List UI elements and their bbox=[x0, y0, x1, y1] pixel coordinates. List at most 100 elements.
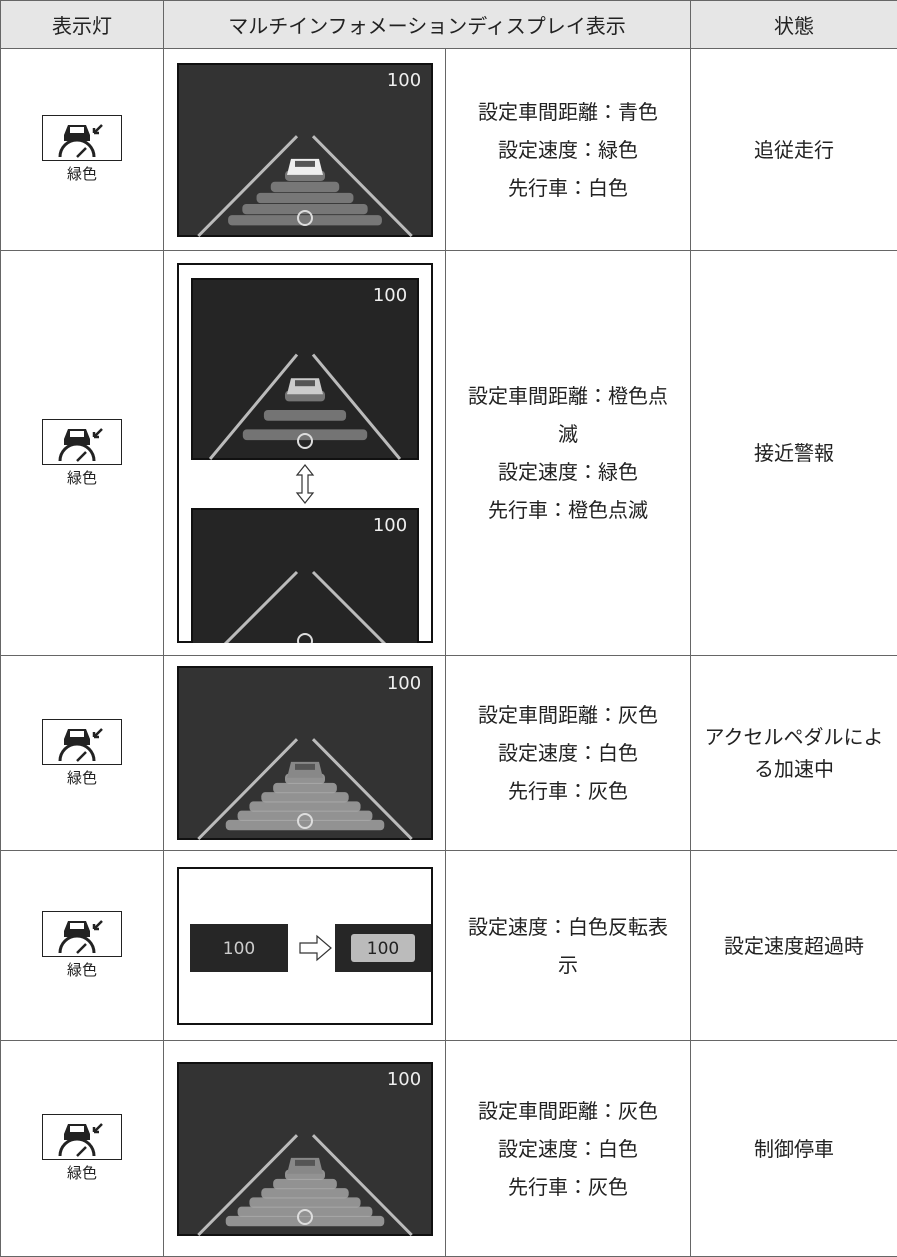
lane-bar bbox=[256, 192, 353, 202]
lane-bar bbox=[273, 1178, 337, 1188]
display-image: 100 100 bbox=[177, 867, 433, 1025]
display-image: 100 100 bbox=[177, 263, 433, 643]
header-cell: 表示灯 bbox=[1, 1, 164, 49]
state-cell: 追従走行 bbox=[691, 49, 897, 251]
speed-value: 100 bbox=[366, 939, 398, 959]
car-window bbox=[295, 1159, 315, 1165]
description-cell: 設定車間距離：灰色設定速度：白色先行車：灰色 bbox=[446, 1041, 691, 1257]
display-image: 100 bbox=[177, 1062, 433, 1236]
indicator-cell: 緑色 bbox=[1, 49, 164, 251]
lane-bar bbox=[249, 1197, 360, 1207]
indicator-cell: 緑色 bbox=[1, 851, 164, 1041]
description-line: 設定車間距離：橙色点滅 bbox=[468, 377, 668, 453]
display-image: 100 bbox=[177, 63, 433, 237]
state-cell: アクセルペダルによる加速中 bbox=[691, 656, 897, 851]
header-cell: 状態 bbox=[691, 1, 897, 49]
state-cell: 設定速度超過時 bbox=[691, 851, 897, 1041]
indicator: 緑色 bbox=[42, 1114, 122, 1183]
indicator-color: 緑色 bbox=[42, 959, 122, 980]
indicator-icon bbox=[42, 1114, 122, 1160]
header-row: 表示灯 マルチインフォメーションディスプレイ表示 状態 bbox=[1, 1, 897, 49]
lane-bar bbox=[237, 1206, 372, 1216]
lane-bar bbox=[261, 1188, 348, 1198]
speed-value: 100 bbox=[372, 285, 406, 306]
indicator-icon bbox=[42, 911, 122, 957]
description-line: 設定速度：白色 bbox=[468, 734, 668, 772]
indicator-icon bbox=[42, 115, 122, 161]
description-line: 先行車：灰色 bbox=[468, 772, 668, 810]
lane-bar bbox=[249, 801, 360, 811]
car-window bbox=[295, 380, 315, 386]
indicator-cell: 緑色 bbox=[1, 1041, 164, 1257]
table-row: 緑色 100 設定車間距離：灰色設定速度：白色先行車：灰色制御停車 bbox=[1, 1041, 897, 1257]
display-cell: 100 bbox=[164, 49, 446, 251]
lane-bar bbox=[242, 203, 367, 213]
icon-window bbox=[70, 731, 84, 737]
lane-bar bbox=[237, 811, 372, 821]
indicator-icon bbox=[42, 719, 122, 765]
indicator: 緑色 bbox=[42, 115, 122, 184]
display-image: 100 bbox=[177, 666, 433, 840]
display-cell: 100 bbox=[164, 1041, 446, 1257]
speed-value: 100 bbox=[386, 1069, 420, 1090]
speed-value: 100 bbox=[386, 673, 420, 694]
description-line: 設定車間距離：青色 bbox=[468, 93, 668, 131]
indicator-color: 緑色 bbox=[42, 467, 122, 488]
description-line: 設定速度：緑色 bbox=[468, 131, 668, 169]
indicator-color: 緑色 bbox=[42, 1162, 122, 1183]
description-cell: 設定車間距離：青色設定速度：緑色先行車：白色 bbox=[446, 49, 691, 251]
state-cell: 制御停車 bbox=[691, 1041, 897, 1257]
icon-window bbox=[70, 1126, 84, 1132]
speed-value: 100 bbox=[222, 939, 254, 959]
table-row: 緑色 100 100 設定速度：白色反転表示設定速度超過時 bbox=[1, 851, 897, 1041]
icon-window bbox=[70, 431, 84, 437]
description-line: 先行車：白色 bbox=[468, 169, 668, 207]
description-line: 設定車間距離：灰色 bbox=[468, 696, 668, 734]
header-cell: マルチインフォメーションディスプレイ表示 bbox=[164, 1, 691, 49]
icon-window bbox=[70, 923, 84, 929]
indicator: 緑色 bbox=[42, 419, 122, 488]
lane-bar bbox=[261, 792, 348, 802]
indicator-icon bbox=[42, 419, 122, 465]
display-screen: 100 bbox=[192, 509, 418, 643]
lane-bar bbox=[273, 783, 337, 793]
description-line: 設定速度：白色 bbox=[468, 1130, 668, 1168]
indicator-cell: 緑色 bbox=[1, 251, 164, 656]
table-row: 緑色 100 設定車間距離：青色設定速度：緑色先行車：白色追従走行 bbox=[1, 49, 897, 251]
lane-bar bbox=[228, 215, 382, 225]
display-screen: 100 bbox=[178, 667, 432, 839]
display-cell: 100 100 bbox=[164, 851, 446, 1041]
description-line: 設定車間距離：灰色 bbox=[468, 1092, 668, 1130]
lane-bar bbox=[270, 181, 338, 191]
lane-bar bbox=[263, 410, 345, 421]
description-line: 先行車：橙色点滅 bbox=[468, 491, 668, 529]
car-window bbox=[295, 764, 315, 770]
description-cell: 設定速度：白色反転表示 bbox=[446, 851, 691, 1041]
indicator-color: 緑色 bbox=[42, 163, 122, 184]
display-cell: 100 100 bbox=[164, 251, 446, 656]
display-screen: 100 bbox=[178, 1063, 432, 1235]
display-cell: 100 bbox=[164, 656, 446, 851]
table-body: 緑色 100 設定車間距離：青色設定速度：緑色先行車：白色追従走行緑色 100 100 設… bbox=[1, 49, 897, 1257]
description-cell: 設定車間距離：橙色点滅設定速度：緑色先行車：橙色点滅 bbox=[446, 251, 691, 656]
table-row: 緑色 100 100 設定車間距離：橙色点滅設定速度：緑色先行車：橙色点滅接近警報 bbox=[1, 251, 897, 656]
display-screen: 100 bbox=[178, 64, 432, 236]
state-cell: 接近警報 bbox=[691, 251, 897, 656]
indicator: 緑色 bbox=[42, 911, 122, 980]
car-window bbox=[295, 160, 315, 166]
table-row: 緑色 100 設定車間距離：灰色設定速度：白色先行車：灰色アクセルペダルによる加速中 bbox=[1, 656, 897, 851]
indicator-color: 緑色 bbox=[42, 767, 122, 788]
description-line: 先行車：灰色 bbox=[468, 1168, 668, 1206]
speed-value: 100 bbox=[386, 70, 420, 91]
indicator: 緑色 bbox=[42, 719, 122, 788]
display-screen: 100 bbox=[192, 279, 418, 459]
indicator-cell: 緑色 bbox=[1, 656, 164, 851]
description-line: 設定速度：白色反転表示 bbox=[468, 908, 668, 984]
description-cell: 設定車間距離：灰色設定速度：白色先行車：灰色 bbox=[446, 656, 691, 851]
description-line: 設定速度：緑色 bbox=[468, 453, 668, 491]
icon-window bbox=[70, 127, 84, 133]
speed-value: 100 bbox=[372, 515, 406, 536]
